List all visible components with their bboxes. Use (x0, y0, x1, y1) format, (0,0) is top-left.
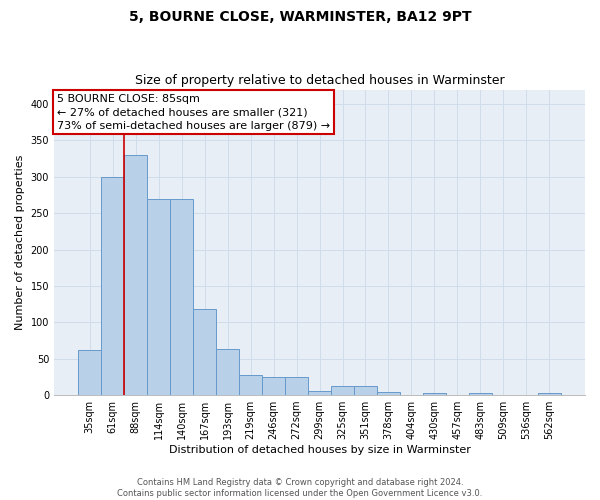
Bar (285, 377, 308, 395)
Bar (469, 393, 492, 395)
Bar (170, 198, 193, 395)
Bar (147, 198, 170, 395)
Bar (216, 350, 239, 395)
Bar (354, 386, 377, 395)
Bar (78, 350, 101, 395)
Bar (193, 309, 216, 395)
Bar (101, 177, 124, 395)
Bar (331, 386, 354, 395)
Text: Contains HM Land Registry data © Crown copyright and database right 2024.
Contai: Contains HM Land Registry data © Crown c… (118, 478, 482, 498)
Bar (377, 392, 400, 395)
Title: Size of property relative to detached houses in Warminster: Size of property relative to detached ho… (135, 74, 505, 87)
Text: 5 BOURNE CLOSE: 85sqm
← 27% of detached houses are smaller (321)
73% of semi-det: 5 BOURNE CLOSE: 85sqm ← 27% of detached … (56, 94, 330, 130)
Y-axis label: Number of detached properties: Number of detached properties (15, 154, 25, 330)
Bar (262, 377, 285, 395)
Bar (124, 155, 147, 395)
Bar (423, 393, 446, 395)
Bar (239, 374, 262, 395)
Bar (538, 393, 561, 395)
X-axis label: Distribution of detached houses by size in Warminster: Distribution of detached houses by size … (169, 445, 470, 455)
Bar (308, 390, 331, 395)
Text: 5, BOURNE CLOSE, WARMINSTER, BA12 9PT: 5, BOURNE CLOSE, WARMINSTER, BA12 9PT (128, 10, 472, 24)
